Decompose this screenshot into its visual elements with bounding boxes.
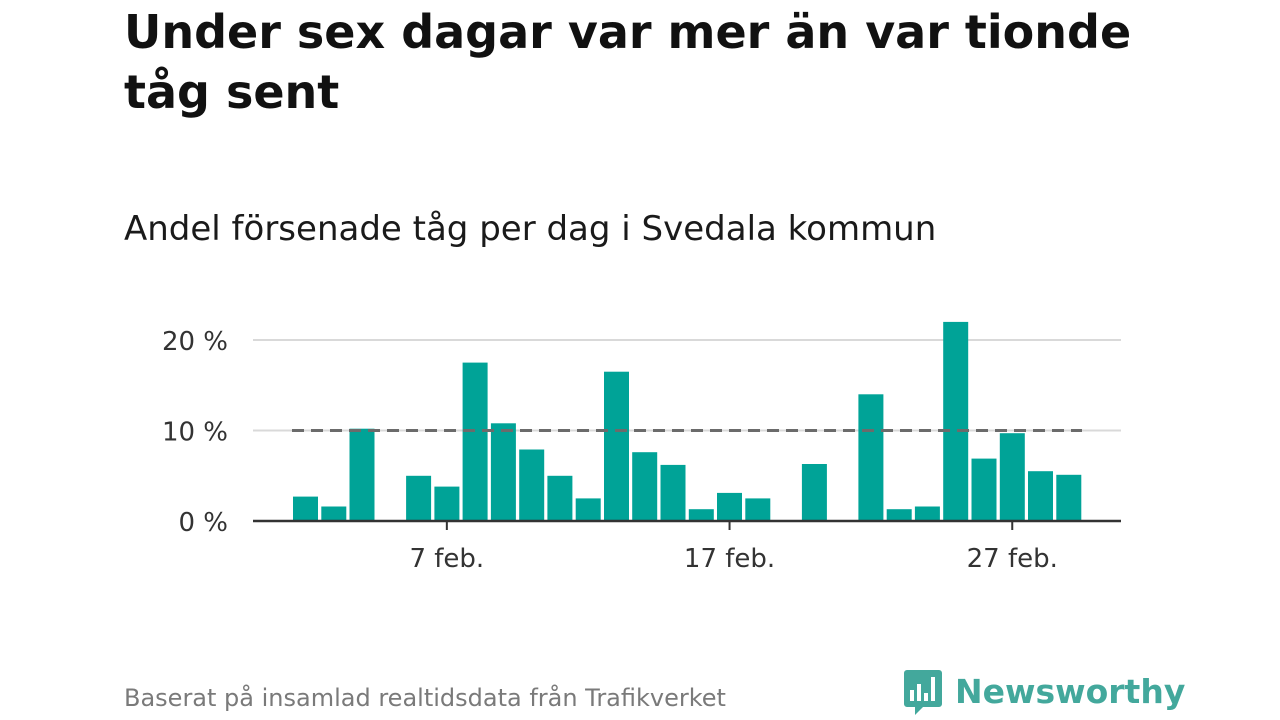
bar — [434, 486, 460, 521]
newsworthy-logo: Newsworthy — [903, 668, 1185, 716]
x-tick-label: 17 feb. — [684, 544, 775, 574]
chart-title: Under sex dagar var mer än var tionde tå… — [124, 5, 1132, 119]
bar — [293, 496, 318, 521]
bar — [547, 475, 573, 522]
bar — [943, 321, 969, 521]
bar — [1056, 474, 1082, 521]
bar — [914, 506, 940, 521]
y-tick-label: 0 % — [178, 508, 228, 538]
source-note: Baserat på insamlad realtidsdata från Tr… — [124, 684, 726, 712]
bar — [886, 509, 912, 521]
bar — [519, 449, 545, 521]
bar — [999, 433, 1025, 521]
bar — [1028, 471, 1053, 521]
bar — [858, 394, 884, 521]
bar — [745, 498, 771, 521]
bar — [349, 428, 375, 521]
bar — [717, 492, 742, 521]
bar — [406, 475, 432, 522]
bar — [971, 458, 997, 521]
bar — [660, 464, 686, 521]
x-tick-label: 27 feb. — [967, 544, 1058, 574]
y-tick-label: 10 % — [162, 418, 228, 448]
bar — [490, 423, 516, 521]
bar — [688, 509, 714, 521]
newsworthy-icon — [904, 670, 942, 715]
bar — [801, 464, 827, 521]
bar — [632, 452, 658, 521]
bar — [604, 371, 629, 521]
bar — [321, 506, 347, 521]
bar — [575, 498, 601, 521]
x-tick-label: 7 feb. — [409, 544, 484, 574]
bar — [462, 362, 488, 521]
y-tick-label: 20 % — [162, 327, 228, 357]
chart-subtitle: Andel försenade tåg per dag i Svedala ko… — [124, 209, 937, 249]
brand-name: Newsworthy — [955, 672, 1186, 711]
